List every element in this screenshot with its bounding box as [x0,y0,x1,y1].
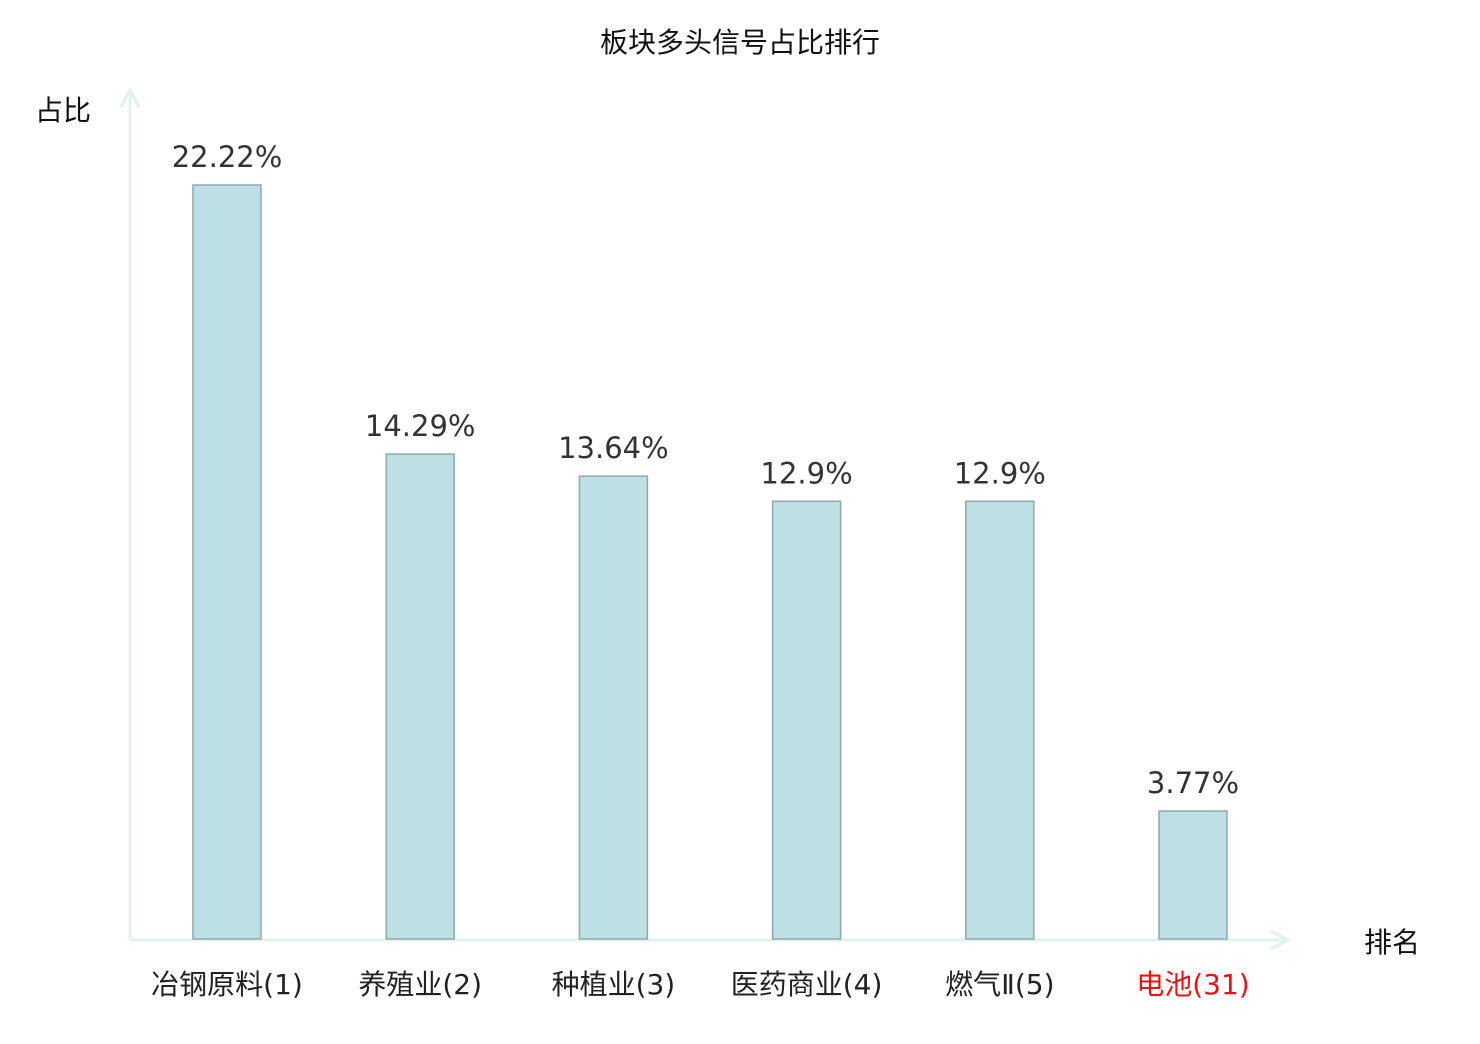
bar [1158,810,1228,940]
x-tick-label: 燃气Ⅱ(5) [945,968,1054,1001]
bar [385,453,455,940]
x-axis-label: 排名 [1364,926,1420,959]
x-tick-label: 冶钢原料(1) [151,968,303,1001]
x-tick-label: 种植业(3) [552,968,676,1001]
data-label: 13.64% [558,431,669,465]
data-label: 12.9% [954,456,1046,490]
data-label: 3.77% [1147,766,1239,800]
x-tick-label: 养殖业(2) [358,968,482,1001]
x-tick-label: 电池(31) [1136,968,1249,1001]
data-label: 14.29% [365,409,476,443]
y-axis-label: 占比 [35,94,91,127]
data-label: 22.22% [172,140,283,174]
bar [771,500,842,940]
chart-title: 板块多头信号占比排行 [600,26,880,59]
y-axis-arrow-icon [119,86,141,108]
x-tick-label: 医药商业(4) [731,968,883,1001]
data-label: 12.9% [761,456,853,490]
bar [578,475,649,940]
bar [965,500,1035,940]
x-axis-arrow-icon [1270,929,1292,951]
bar [192,184,262,940]
